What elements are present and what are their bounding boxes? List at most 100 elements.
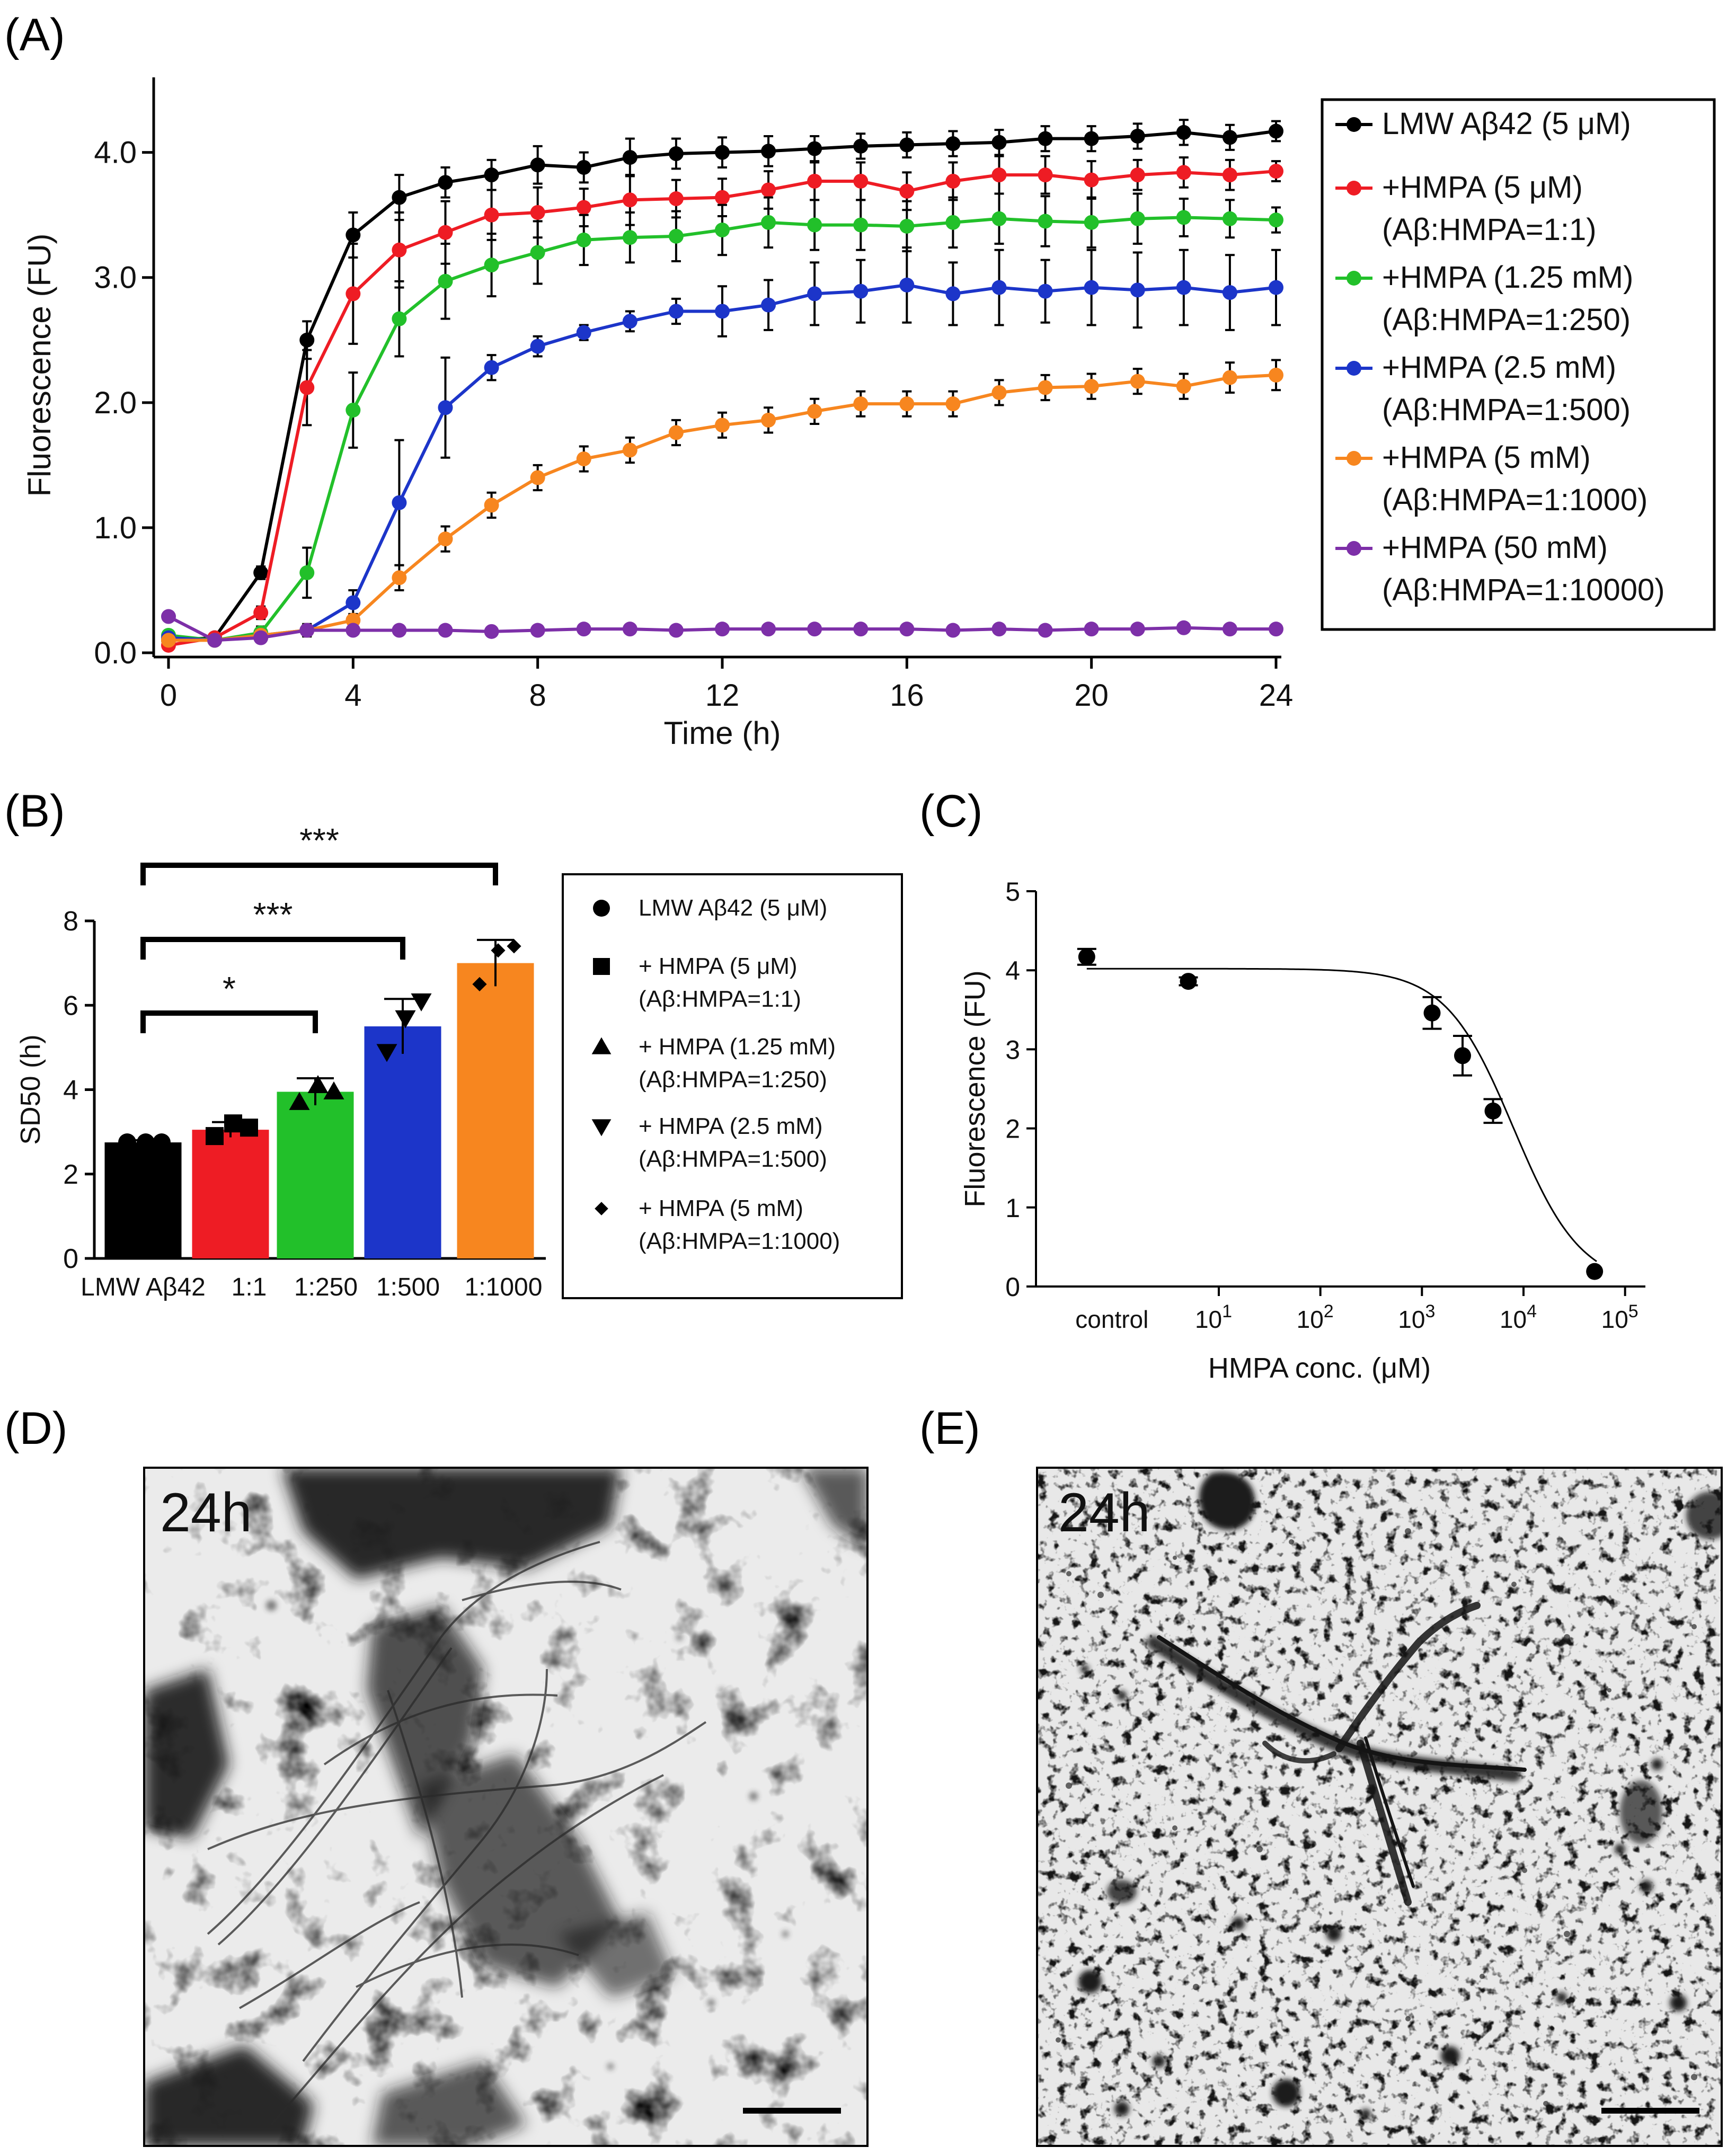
data-point [299,332,315,348]
legend-label-ratio: (Aβ:HMPA=1:1) [1382,212,1597,247]
data-point [1269,280,1283,295]
data-point [622,150,637,165]
replicate-point [118,1133,136,1152]
data-point [484,167,499,183]
replicate-point [307,1075,329,1093]
replicate-point [323,1081,344,1099]
bar-group-4 [457,938,534,1258]
data-point [576,200,591,215]
data-point [945,173,961,189]
data-point [622,192,637,208]
data-point [668,228,684,244]
legend-marker [1347,451,1361,466]
significance-label: * [223,970,236,1008]
x-tick-label: 101 [1195,1301,1232,1333]
data-point [807,217,822,233]
x-tick-label: 0 [160,678,177,713]
replicate-point [153,1133,171,1152]
data-point [1084,215,1099,230]
data-point [715,304,730,319]
data-point [899,137,915,153]
panel-label-d: (D) [4,1403,67,1454]
legend-label-ratio: (Aβ:HMPA=1:1000) [639,1228,840,1254]
data-point [392,242,407,258]
legend-label: LMW Aβ42 (5 μM) [639,895,827,921]
x-tick-label: 20 [1074,678,1109,713]
y-tick-label: 3.0 [94,261,137,295]
data-point [484,498,499,513]
micrograph-e-specks [1056,1528,1697,2106]
data-point [991,167,1007,183]
data-point [1038,214,1053,229]
data-point [1176,280,1191,295]
micrograph-e-frame [1036,1467,1723,2147]
data-point [945,623,961,638]
data-point [1269,123,1283,139]
legend-marker [1347,117,1361,132]
data-point [530,623,545,638]
significance-bracket [140,863,498,885]
data-point [1176,125,1191,140]
data-point [1078,948,1095,965]
legend-marker [591,1037,612,1054]
data-point [807,173,822,189]
panel-c-chart: 0 1 2 3 4 5 Fluorescence (FU) control 101 102 103 1… [959,877,1645,1384]
y-tick-label: 4 [63,1075,78,1106]
data-point [1130,211,1145,226]
data-point [530,157,545,173]
data-point [1176,165,1191,180]
x-tick-label: 103 [1398,1301,1435,1333]
y-tick-label: 1 [1005,1193,1020,1223]
data-point [438,531,453,547]
data-point [299,380,315,395]
micrograph-d-frame [143,1467,869,2147]
data-point [991,385,1007,400]
micrograph-d-fibrils [207,1541,707,2126]
legend-marker [1347,181,1361,196]
bar-group-1 [192,1114,269,1258]
data-point [1130,374,1145,389]
data-point [853,396,869,412]
y-tick-label: 6 [63,990,78,1021]
data-point [715,622,730,637]
legend-label: +HMPA (2.5 mM) [1382,350,1616,385]
x-tick-label: 1:500 [376,1273,440,1301]
x-tick-label: 1:1000 [465,1273,543,1301]
legend-label: + HMPA (5 μM) [639,953,798,979]
y-tick-label: 0 [63,1244,78,1274]
data-point [1038,623,1053,638]
x-tick-label: 16 [890,678,924,713]
data-point [991,135,1007,150]
x-tick-label: 1:1 [232,1273,267,1301]
legend-label: +HMPA (50 mM) [1382,530,1608,565]
data-point [392,311,407,326]
x-tick-label: 4 [344,678,361,713]
x-tick-label: 24 [1259,678,1294,713]
panel-a-chart: 0.0 1.0 2.0 3.0 4.0 0 4 8 12 16 20 24 Time (h) Fluore… [22,77,1716,751]
legend-marker [1347,361,1361,376]
bar [457,963,534,1258]
data-point [1222,370,1237,385]
data-point [161,609,176,624]
data-point [899,183,915,199]
data-point [668,304,684,319]
data-point [668,425,684,440]
data-point [1222,167,1237,183]
x-tick-label: 104 [1500,1301,1537,1333]
data-point [530,245,545,260]
data-point [945,396,961,412]
data-point [761,412,776,428]
data-point [761,144,776,159]
legend: LMW Aβ42 (5 μM) + HMPA (5 μM) (Aβ:HMPA=1:1… [562,873,903,1299]
x-tick-label: 1:250 [294,1273,358,1301]
micrograph-e-fibril-bundle [1147,1602,1527,1906]
data-point [807,404,822,419]
data-point [853,173,869,189]
micrograph-e-time-label: 24h [1058,1482,1150,1543]
x-axis-label: Time (h) [663,715,781,751]
replicate-point [206,1127,224,1146]
data-point [484,624,499,639]
bar-group-3 [364,993,441,1258]
data-point [484,360,499,375]
data-point [715,145,730,160]
